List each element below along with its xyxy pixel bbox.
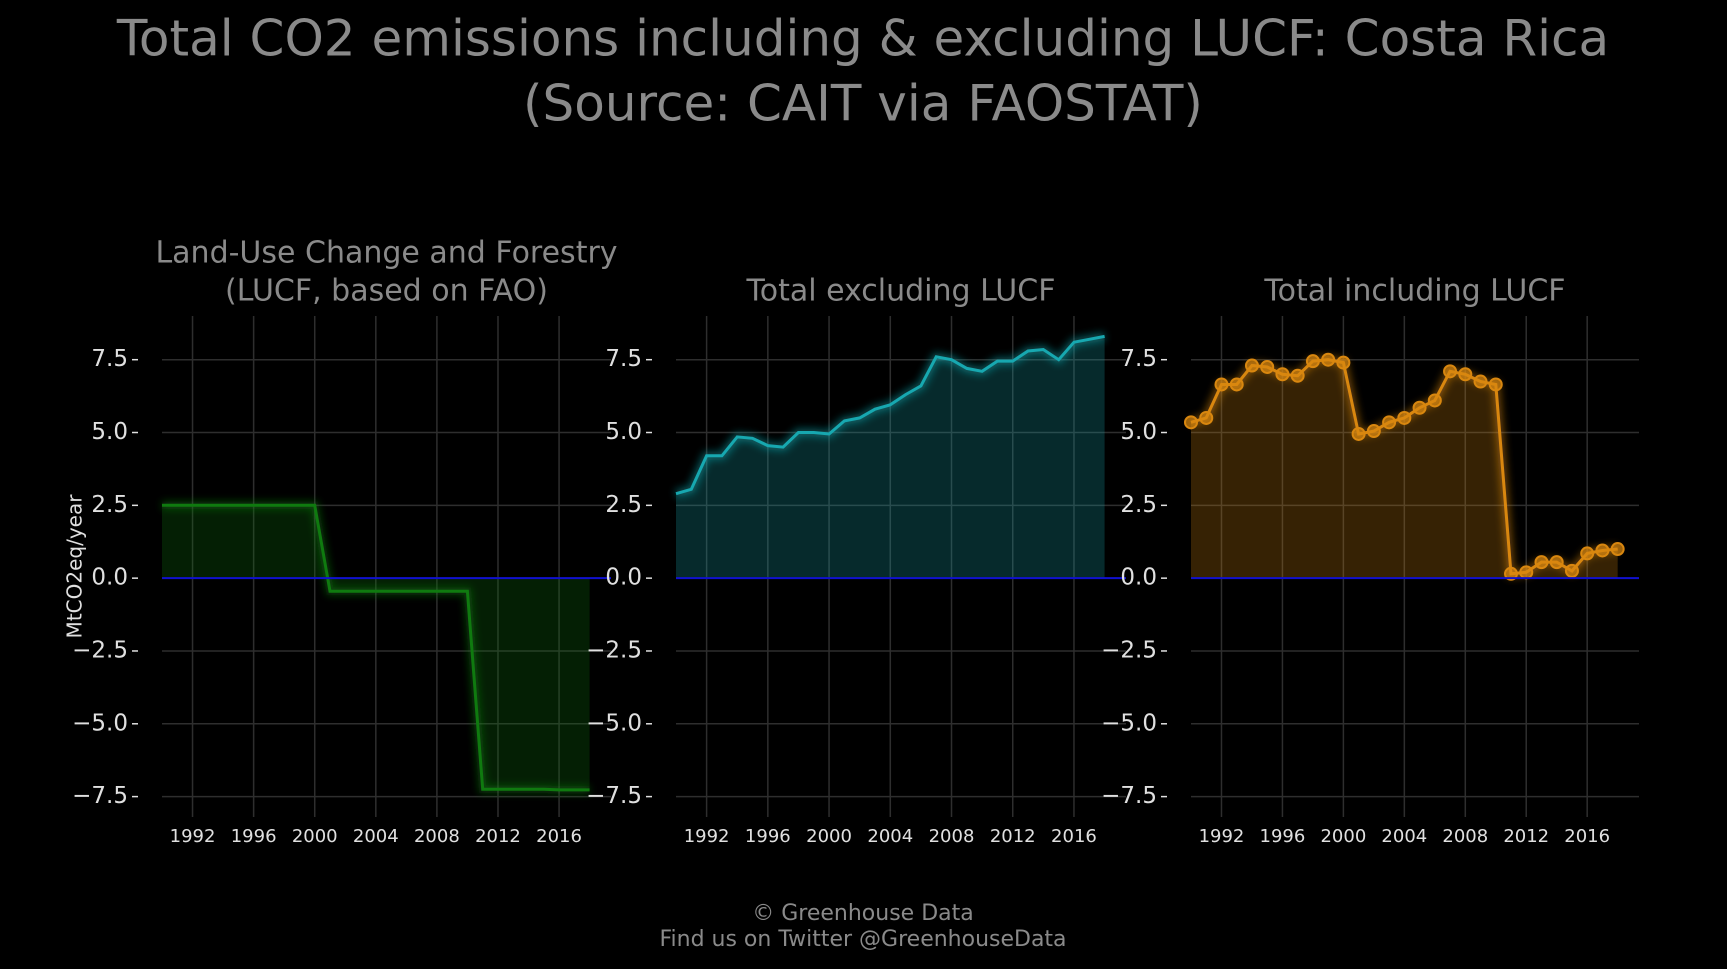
area-fill [162,505,590,790]
x-tick-label: 2004 [353,826,399,847]
marker [1290,368,1305,383]
marker [1382,415,1397,430]
marker [1427,393,1442,408]
y-tick-label: −5.0 [586,710,642,736]
area-fill [1191,359,1618,579]
marker [1397,410,1412,425]
y-tick-label: −2.5 [586,637,642,663]
marker [1275,367,1290,382]
marker [1473,374,1488,389]
credit: Find us on Twitter @GreenhouseData [659,927,1066,952]
x-tick-label: 1996 [231,826,277,847]
marker [1504,566,1518,581]
marker [1534,555,1549,570]
y-tick-label: 7.5 [91,346,128,372]
x-tick-label: 2004 [867,826,913,847]
x-tick-label: 2008 [1442,826,1488,847]
y-tick-label: 2.5 [91,492,128,518]
marker [1412,400,1427,415]
y-tick-label: −2.5 [72,637,128,663]
y-tick-label: 0.0 [605,565,642,591]
area-fill [676,336,1105,579]
marker [1549,555,1564,570]
x-tick-label: 2012 [1503,826,1549,847]
marker [1595,543,1610,558]
y-tick-label: 2.5 [1120,492,1157,518]
line [162,503,590,792]
y-tick-label: −2.5 [1101,637,1157,663]
x-tick-label: 2016 [1051,826,1097,847]
marker [1260,359,1275,374]
y-tick-label: 2.5 [605,492,642,518]
marker [1214,377,1229,392]
marker [1519,565,1534,580]
marker [1184,415,1198,430]
y-tick-label: −7.5 [72,783,128,809]
y-tick-label: 5.0 [605,419,642,445]
x-tick-label: 2004 [1381,826,1427,847]
y-tick-label: −7.5 [586,783,642,809]
panel-title: Total including LUCF [1263,274,1565,309]
panel-title: Total excluding LUCF [746,274,1056,309]
line [675,334,1105,496]
y-tick-label: −5.0 [1101,710,1157,736]
page-subtitle: (Source: CAIT via FAOSTAT) [523,75,1203,133]
y-tick-label: 7.5 [605,346,642,372]
x-tick-label: 1996 [745,826,791,847]
y-tick-label: 0.0 [1120,565,1157,591]
x-tick-label: 1992 [1199,826,1245,847]
marker [1610,542,1625,557]
marker [1443,364,1458,379]
marker [1564,563,1579,578]
marker [1305,354,1320,369]
x-tick-label: 1996 [1260,826,1306,847]
marker [1336,355,1351,370]
x-tick-label: 2016 [536,826,582,847]
marker [1488,377,1503,392]
marker [1366,424,1381,439]
y-tick-label: 5.0 [1120,419,1157,445]
marker [1351,426,1366,441]
y-tick-label: 0.0 [91,565,128,591]
credit: © Greenhouse Data [752,901,973,926]
x-tick-label: 2008 [414,826,460,847]
y-tick-label: −5.0 [72,710,128,736]
x-tick-label: 1992 [684,826,730,847]
marker [1321,352,1336,367]
x-tick-label: 2016 [1564,826,1610,847]
x-tick-label: 2000 [292,826,338,847]
x-tick-label: 2012 [990,826,1036,847]
page-title: Total CO2 emissions including & excludin… [116,10,1609,68]
x-tick-label: 1992 [170,826,216,847]
y-tick-label: 5.0 [91,419,128,445]
x-tick-label: 2008 [929,826,975,847]
marker [1580,546,1595,561]
x-tick-label: 2012 [475,826,521,847]
marker [1229,377,1244,392]
marker [1458,367,1473,382]
x-tick-label: 2000 [1320,826,1366,847]
y-tick-label: 7.5 [1120,346,1157,372]
y-tick-label: −7.5 [1101,783,1157,809]
panel-title: Land-Use Change and Forestry [155,236,617,271]
y-axis-label: MtCO2eq/year [63,494,87,639]
marker [1199,410,1214,425]
x-tick-label: 2000 [806,826,852,847]
marker [1244,358,1259,373]
panel-title: (LUCF, based on FAO) [225,274,548,309]
